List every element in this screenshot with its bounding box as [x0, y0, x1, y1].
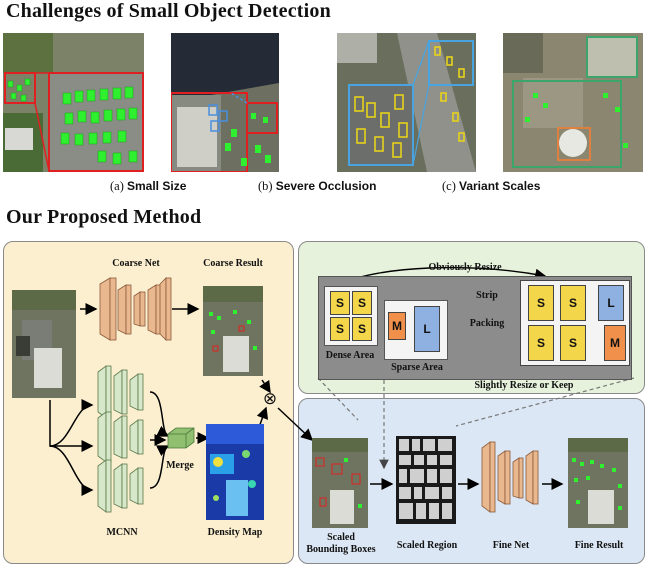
scaled-boxes-photo: [312, 438, 368, 528]
merge-label: Merge: [166, 460, 194, 471]
method-title: Our Proposed Method: [6, 206, 202, 228]
dense-s-box-4: S: [352, 317, 372, 341]
caption-tag-c: (c): [442, 179, 456, 193]
caption-tag-b: (b): [258, 179, 273, 193]
example-image-severe-occlusion: [170, 33, 279, 173]
coarse-result-label: Coarse Result: [203, 258, 263, 269]
strip-packing-label-line2: Packing: [469, 318, 505, 329]
scaled-region-label: Scaled Region: [396, 540, 458, 551]
dense-s-box-3: S: [330, 317, 350, 341]
dense-s-box-1: S: [330, 291, 350, 315]
caption-tag-a: (a): [110, 179, 124, 193]
scaled-bounding-boxes-image: [312, 438, 368, 528]
example-image-variant-scales-highway: [337, 33, 476, 172]
scaled-bounding-boxes-label: Scaled Bounding Boxes: [306, 532, 376, 556]
example-image-small-size: [3, 33, 144, 172]
packed-s-box-2: S: [560, 285, 586, 321]
aerial-photo-severe-occlusion: [170, 33, 279, 173]
coarse-result-photo: [203, 286, 263, 376]
caption-text-a: Small Size: [127, 179, 187, 193]
sparse-m-box: M: [388, 312, 406, 340]
packed-s-box-1: S: [528, 285, 554, 321]
slightly-resize-label: Slightly Resize or Keep: [474, 380, 574, 391]
packed-s-box-4: S: [560, 325, 586, 361]
example-image-variant-scales-industrial: [503, 33, 643, 172]
input-image: [12, 290, 76, 398]
multiply-operator: ⊗: [262, 389, 278, 409]
caption-small-size: (a) Small Size: [110, 179, 186, 194]
obviously-resize-label: Obviously Resize: [428, 262, 502, 273]
packed-s-box-3: S: [528, 325, 554, 361]
fine-net-icon: [481, 441, 539, 513]
coarse-net-label: Coarse Net: [112, 258, 160, 269]
merge-block-icon: [167, 427, 195, 449]
scaled-bounding-boxes-label-line2: Bounding Boxes: [306, 544, 376, 555]
caption-text-c: Variant Scales: [459, 179, 541, 193]
fine-result-image: [568, 438, 628, 528]
scaled-region-image: [396, 436, 456, 524]
strip-packing-label-line1: Strip: [476, 290, 498, 301]
caption-severe-occlusion: (b) Severe Occlusion: [258, 179, 376, 194]
scaled-bounding-boxes-label-line1: Scaled: [327, 532, 355, 543]
aerial-photo-industrial: [503, 33, 643, 172]
dense-s-box-2: S: [352, 291, 372, 315]
coarse-net-icon: [99, 277, 172, 341]
input-aerial-photo: [12, 290, 76, 398]
challenges-title: Challenges of Small Object Detection: [6, 0, 331, 22]
strip-packing-label: Strip Packing: [458, 290, 516, 330]
caption-text-b: Severe Occlusion: [275, 179, 377, 193]
fine-result-label: Fine Result: [574, 540, 624, 551]
fine-net-label: Fine Net: [492, 540, 530, 551]
aerial-photo-highway: [337, 33, 476, 172]
coarse-result-image: [203, 286, 263, 376]
mcnn-icon: [97, 365, 144, 513]
density-map-image: [206, 424, 264, 520]
mcnn-label: MCNN: [106, 527, 138, 538]
caption-variant-scales: (c) Variant Scales: [442, 179, 540, 194]
packed-m-box: M: [604, 325, 626, 361]
aerial-photo-small-size: [3, 33, 144, 172]
scaled-region-mosaic: [396, 436, 456, 524]
sparse-area-label: Sparse Area: [391, 362, 443, 373]
dense-area-label: Dense Area: [325, 350, 375, 361]
density-map-heatmap: [206, 424, 264, 520]
fine-result-photo: [568, 438, 628, 528]
packed-l-box: L: [598, 285, 624, 321]
sparse-l-box: L: [414, 306, 440, 352]
density-map-label: Density Map: [207, 527, 263, 538]
